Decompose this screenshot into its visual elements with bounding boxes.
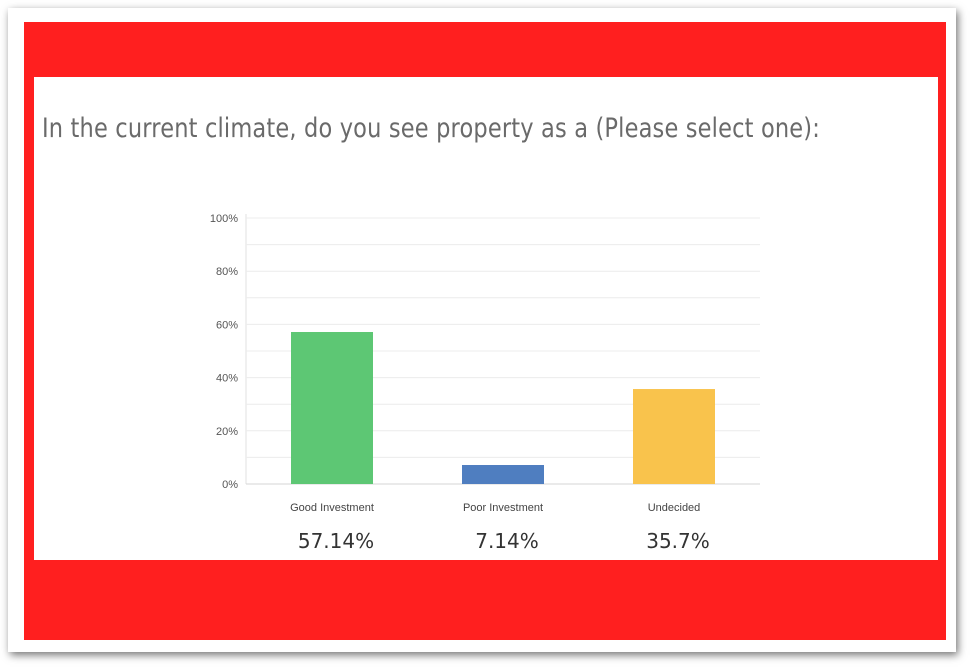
bar (462, 465, 544, 484)
category-label: Poor Investment (463, 502, 543, 514)
percent-label: 35.7% (646, 529, 710, 553)
y-tick-label: 80% (216, 266, 238, 278)
percent-label: 57.14% (298, 529, 374, 553)
category-label: Good Investment (290, 502, 374, 514)
percent-label: 7.14% (475, 529, 539, 553)
category-label: Undecided (648, 502, 701, 514)
y-tick-label: 40% (216, 373, 238, 385)
y-tick-label: 0% (222, 479, 238, 491)
bar (633, 389, 715, 484)
bar (291, 332, 373, 484)
y-tick-label: 20% (216, 426, 238, 438)
question-title: In the current climate, do you see prope… (42, 113, 820, 144)
y-tick-label: 60% (216, 319, 238, 331)
y-tick-label: 100% (210, 213, 238, 225)
